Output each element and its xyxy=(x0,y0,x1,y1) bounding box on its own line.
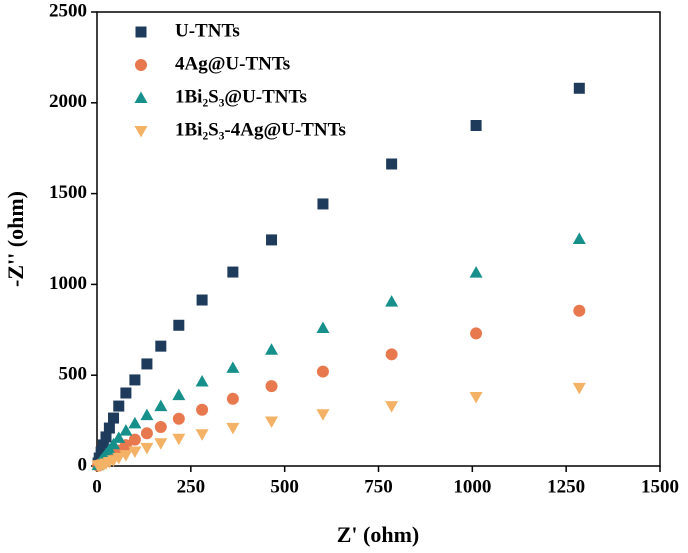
legend-label: U-TNTs xyxy=(175,20,240,41)
x-tick-label: 500 xyxy=(270,476,299,497)
marker xyxy=(128,446,142,458)
marker xyxy=(469,391,483,404)
marker xyxy=(226,361,240,373)
marker xyxy=(196,403,209,416)
marker xyxy=(195,429,209,441)
marker xyxy=(103,422,115,434)
x-axis-label: Z' (ohm) xyxy=(337,522,420,547)
marker xyxy=(316,321,330,333)
legend-label: 1Bi₂S₃-4Ag@U-TNTs xyxy=(175,119,346,140)
marker xyxy=(113,400,125,412)
marker xyxy=(154,420,167,433)
marker xyxy=(226,422,240,435)
marker xyxy=(266,234,278,246)
marker xyxy=(100,431,112,443)
marker xyxy=(173,319,185,331)
y-tick-label: 2500 xyxy=(49,0,87,21)
marker xyxy=(154,399,168,412)
marker xyxy=(154,438,168,450)
marker xyxy=(172,433,186,446)
y-tick-label: 500 xyxy=(59,364,88,385)
marker xyxy=(97,439,109,451)
marker xyxy=(573,304,586,317)
y-tick-label: 1000 xyxy=(49,273,87,294)
marker xyxy=(141,358,153,370)
marker xyxy=(129,374,141,386)
marker xyxy=(172,388,186,401)
legend-marker xyxy=(135,59,147,71)
x-tick-label: 250 xyxy=(177,476,206,497)
marker xyxy=(573,82,585,94)
marker xyxy=(128,416,142,429)
marker xyxy=(95,446,107,458)
marker xyxy=(469,266,483,278)
x-tick-label: 0 xyxy=(92,476,102,497)
marker xyxy=(112,431,126,443)
x-tick-label: 750 xyxy=(364,476,393,497)
marker xyxy=(128,433,141,446)
marker xyxy=(385,348,398,361)
marker xyxy=(108,412,120,424)
marker xyxy=(172,412,185,425)
marker xyxy=(316,365,329,378)
marker xyxy=(226,392,239,405)
marker xyxy=(317,198,329,210)
marker xyxy=(470,120,482,131)
marker xyxy=(119,424,133,436)
legend-marker xyxy=(134,126,148,138)
legend-label: 1Bi₂S₃@U-TNTs xyxy=(175,86,307,107)
legend-label: 4Ag@U-TNTs xyxy=(175,53,290,74)
marker xyxy=(140,408,154,421)
marker xyxy=(120,387,132,399)
marker xyxy=(265,380,278,393)
marker xyxy=(265,343,279,355)
marker xyxy=(572,382,586,395)
x-tick-label: 1000 xyxy=(453,476,491,497)
marker xyxy=(385,295,399,307)
y-axis-label: -Z'' (ohm) xyxy=(3,191,28,287)
x-tick-label: 1250 xyxy=(547,476,585,497)
y-tick-label: 1500 xyxy=(49,182,87,203)
marker xyxy=(385,401,399,413)
y-tick-label: 0 xyxy=(78,454,88,475)
marker xyxy=(91,460,105,473)
marker xyxy=(155,340,167,352)
marker xyxy=(140,427,153,440)
x-tick-label: 1500 xyxy=(641,476,679,497)
legend-marker xyxy=(134,91,148,103)
marker xyxy=(195,375,209,387)
y-tick-label: 2000 xyxy=(49,91,87,112)
marker xyxy=(572,232,586,244)
marker xyxy=(196,294,208,306)
marker xyxy=(386,158,398,170)
legend-marker xyxy=(135,26,147,38)
marker xyxy=(265,416,279,429)
marker xyxy=(140,442,154,455)
marker xyxy=(470,327,483,340)
marker xyxy=(316,409,330,421)
marker xyxy=(227,266,239,278)
